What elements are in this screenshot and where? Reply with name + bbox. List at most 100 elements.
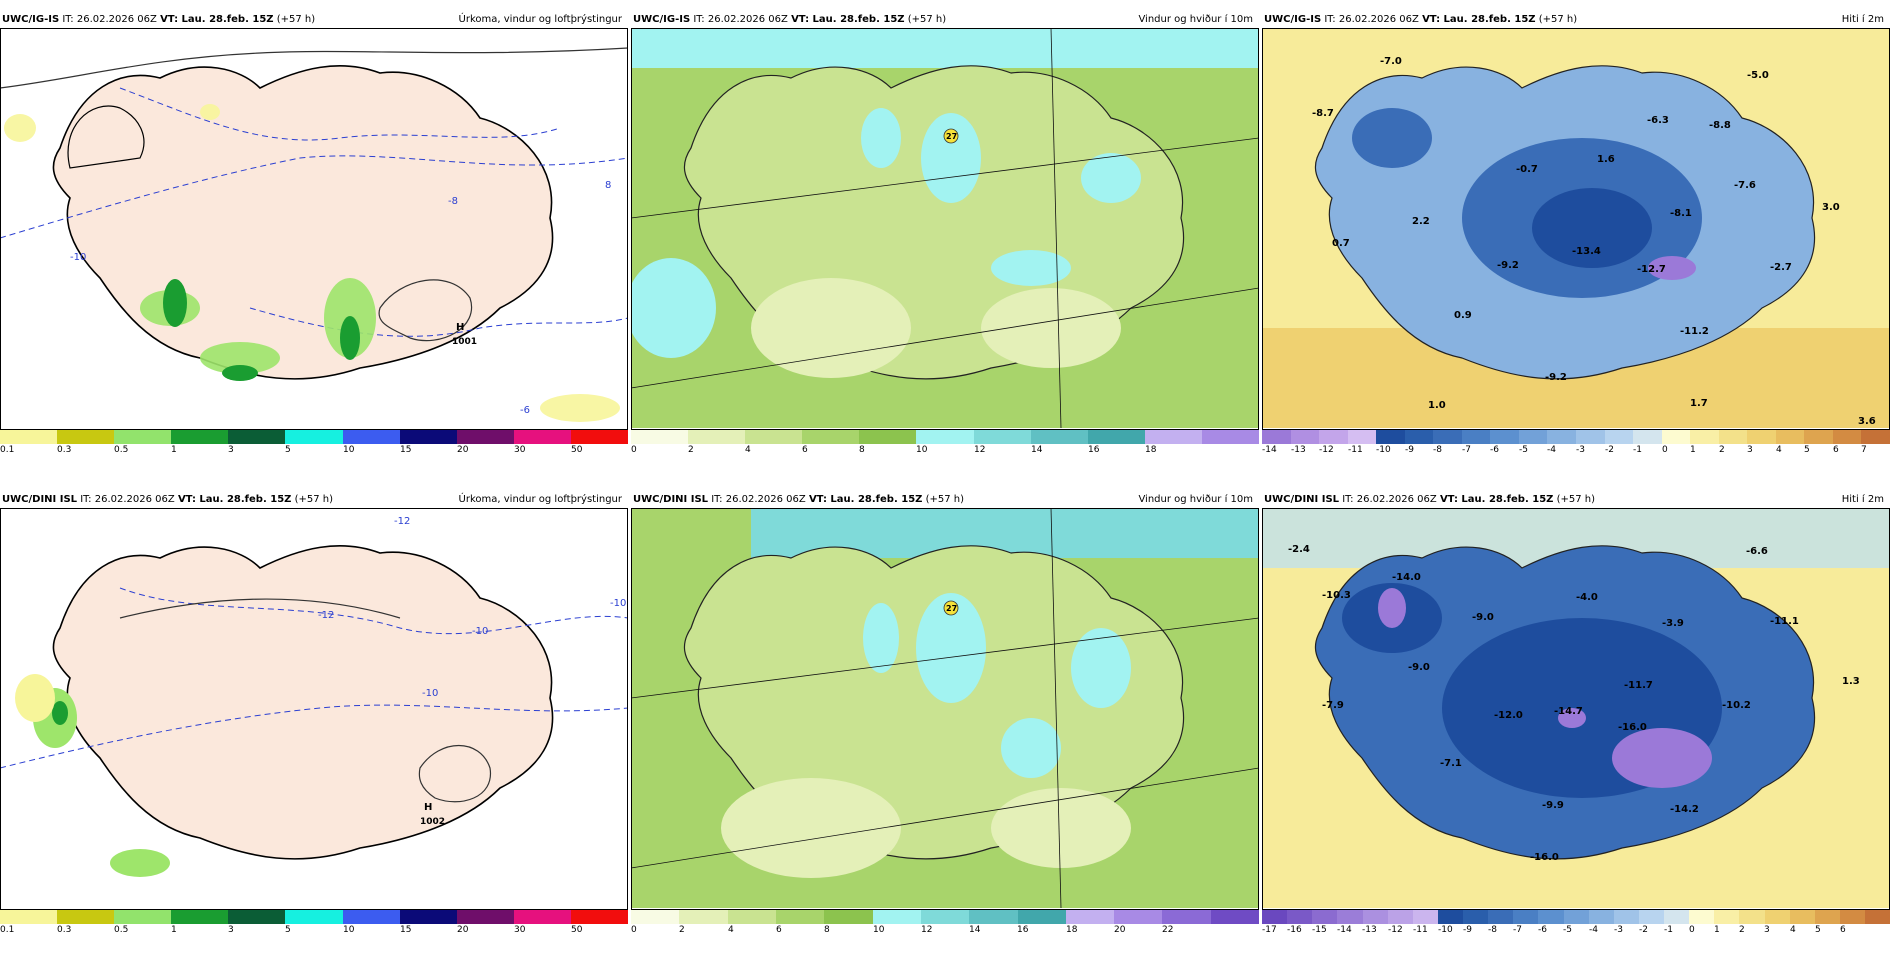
map-canvas: 27: [631, 28, 1259, 428]
legend-swatch: [171, 430, 229, 444]
legend-swatch: [1114, 910, 1163, 924]
temp-value-label: -14.2: [1670, 804, 1699, 815]
legend-tick-label: -9: [1463, 925, 1472, 935]
model-name: UWC/DINI ISL: [633, 494, 709, 505]
legend-swatch: [342, 430, 400, 444]
legend-tick-label: 12: [974, 445, 986, 455]
temp-value-label: -9.2: [1545, 372, 1567, 383]
legend-swatch: [1839, 910, 1865, 924]
legend-colorbar: [1262, 430, 1891, 444]
legend-tick-label: -15: [1312, 925, 1327, 935]
legend-tick-label: -16: [1287, 925, 1302, 935]
legend-tick-label: 10: [916, 445, 928, 455]
legend-swatch: [1513, 910, 1539, 924]
legend-tick-label: -17: [1262, 925, 1277, 935]
legend-swatch: [1538, 910, 1564, 924]
panel-header: UWC/DINI ISL IT: 26.02.2026 06Z VT: Lau.…: [633, 492, 1257, 508]
legend-colorbar: [0, 910, 629, 924]
panel-wind-dini: UWC/DINI ISL IT: 26.02.2026 06Z VT: Lau.…: [631, 490, 1260, 960]
legend-tick-label: 6: [1833, 445, 1839, 455]
legend-colorbar: [631, 910, 1260, 924]
legend-tick-label: 4: [728, 925, 734, 935]
legend-tick-label: -8: [1433, 445, 1442, 455]
legend-tick-label: 0: [631, 925, 637, 935]
legend-tick-label: 2: [1739, 925, 1745, 935]
legend-swatch: [570, 910, 629, 924]
legend-swatch: [513, 910, 571, 924]
legend-swatch: [1210, 910, 1260, 924]
legend-swatch: [1387, 910, 1413, 924]
legend-swatch: [824, 910, 873, 924]
legend-tick-label: 18: [1145, 445, 1157, 455]
valid-time: VT: Lau. 28.feb. 15Z: [1422, 14, 1536, 25]
pressure-value-label: 1002: [420, 817, 445, 827]
legend-swatch: [1664, 910, 1690, 924]
legend-tick-label: -12: [1319, 445, 1334, 455]
isotherm-label: -10: [610, 598, 626, 609]
temp-value-label: -4.0: [1576, 592, 1598, 603]
legend-swatch: [114, 430, 172, 444]
legend-swatch: [1690, 430, 1719, 444]
lead-time: (+57 h): [276, 14, 316, 25]
isotherm-label: -10: [472, 626, 488, 637]
legend-swatch: [1463, 910, 1489, 924]
legend-tick-label: 0.3: [57, 445, 72, 455]
legend-swatch: [171, 910, 229, 924]
legend-tick-label: 2: [688, 445, 694, 455]
temp-value-label: -7.6: [1734, 180, 1756, 191]
legend-swatch: [1376, 430, 1405, 444]
legend-tick-label: 0.5: [114, 445, 129, 455]
legend-swatch: [920, 910, 970, 924]
legend-swatch: [1461, 430, 1491, 444]
legend-tick-label: 15: [400, 925, 412, 935]
legend-swatch: [1201, 430, 1260, 444]
lead-time: (+57 h): [925, 494, 965, 505]
legend-tick-label: 2: [679, 925, 685, 935]
legend-tick-label: -6: [1490, 445, 1499, 455]
isotherm-label: 8: [605, 180, 611, 191]
legend-tick-label: 0.1: [0, 925, 15, 935]
panel-title: Úrkoma, vindur og loftþrýstingur: [458, 14, 622, 25]
temp-value-label: -8.7: [1312, 108, 1334, 119]
legend-swatch: [1065, 910, 1115, 924]
temp-value-label: 3.0: [1822, 202, 1840, 213]
legend-swatch: [969, 910, 1018, 924]
temp-value-label: -13.4: [1572, 246, 1601, 257]
isotherm-label: -10: [70, 252, 86, 263]
temp-value-label: -8.8: [1709, 120, 1731, 131]
temp-value-label: -6.6: [1746, 546, 1768, 557]
legend-swatch: [285, 910, 343, 924]
legend-swatch: [1337, 910, 1363, 924]
legend-tick-label: 6: [802, 445, 808, 455]
legend-tick-label: 20: [457, 925, 469, 935]
init-time: IT: 26.02.2026 06Z: [80, 494, 175, 505]
valid-time: VT: Lau. 28.feb. 15Z: [160, 14, 274, 25]
legend-swatch: [1433, 430, 1462, 444]
temp-value-label: -11.7: [1624, 680, 1653, 691]
map-wind: 27: [631, 28, 1259, 428]
temp-value-label: -5.0: [1747, 70, 1769, 81]
legend-tick-label: -5: [1563, 925, 1572, 935]
legend-swatch: [1714, 910, 1740, 924]
legend-swatch: [1087, 430, 1145, 444]
legend-swatch: [631, 430, 689, 444]
lead-time: (+57 h): [907, 14, 947, 25]
legend-tick-label: -9: [1405, 445, 1414, 455]
legend-swatch: [973, 430, 1031, 444]
isotherm-label: -12: [318, 610, 334, 621]
legend-ticks: 0 2 4 6 8 10 12 14 16 18: [631, 445, 1259, 459]
temp-value-label: 2.2: [1412, 216, 1430, 227]
map-temp: -2.4 -14.0 -10.3 -4.0 -6.6 -9.0 -3.9 -11…: [1262, 508, 1890, 908]
map-temp: -7.0 -8.7 -0.7 1.6 -6.3 -8.8 -5.0 -7.6 3…: [1262, 28, 1890, 428]
panel-title: Hiti í 2m: [1841, 494, 1884, 505]
temp-value-label: -12.0: [1494, 710, 1523, 721]
panel-header: UWC/DINI ISL IT: 26.02.2026 06Z VT: Lau.…: [1264, 492, 1888, 508]
temp-value-label: -10.3: [1322, 590, 1351, 601]
legend-swatch: [872, 910, 921, 924]
temp-value-label: -9.2: [1497, 260, 1519, 271]
legend-swatch: [0, 910, 58, 924]
temp-value-label: -12.7: [1637, 264, 1666, 275]
legend-swatch: [1437, 910, 1463, 924]
temp-value-label: -10.2: [1722, 700, 1751, 711]
legend-swatch: [727, 910, 776, 924]
